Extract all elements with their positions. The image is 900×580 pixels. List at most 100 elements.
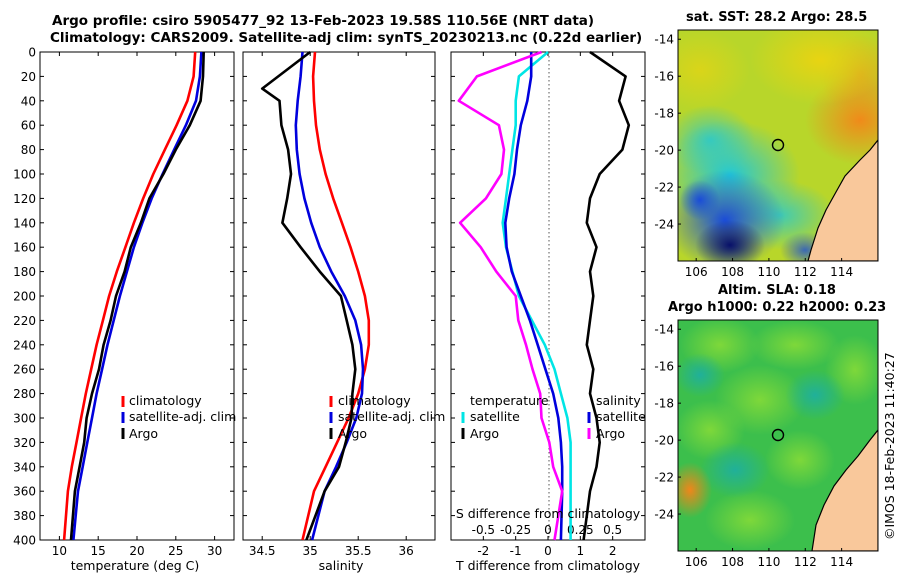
y-tick-label: 180 [13, 265, 36, 279]
series-line-temperature-argo [582, 50, 631, 541]
legend-title-salinity: salinity [596, 393, 641, 408]
x-tick-label: 25 [168, 544, 183, 558]
x-tick-label: 36 [399, 544, 414, 558]
x-tick-label: -1 [510, 544, 522, 558]
figure-title-line2: Climatology: CARS2009. Satellite-adj cli… [50, 30, 643, 46]
series-line-argo [260, 50, 357, 541]
s-difference-axis-label: S difference from climatology [456, 506, 641, 521]
x2-tick-label: 0.5 [603, 523, 622, 537]
temperature-legend: climatology satellite-adj. clim Argo [121, 393, 236, 441]
sla-map-title-line2: Argo h1000: 0.22 h2000: 0.23 [668, 300, 887, 315]
x-tick-label: 2 [609, 544, 617, 558]
temperature-lines [62, 51, 205, 541]
x2-tick-label: 0 [544, 523, 552, 537]
y-tick-label: 160 [13, 241, 36, 255]
difference-axes-box [450, 51, 646, 541]
map-x-tick-label: 112 [794, 265, 817, 279]
x-tick-label: 15 [91, 544, 106, 558]
salinity-x-ticks: 34.5 35 35.5 36 [249, 52, 414, 558]
series-line-satellite-adj-clim [72, 51, 203, 541]
legend-label-sal-argo: Argo [596, 426, 625, 441]
x-tick-label: 30 [207, 544, 222, 558]
map-x-tick-label: 108 [721, 555, 744, 569]
y-tick-label: 0 [28, 46, 36, 60]
legend-label-satellite: satellite-adj. clim [338, 409, 445, 424]
difference-lines [457, 50, 631, 541]
x-tick-label: 35 [303, 544, 318, 558]
sla-land-mass [811, 429, 878, 551]
y-tick-label: 380 [13, 509, 36, 523]
map-y-tick-label: -24 [654, 508, 674, 522]
x2-tick-label: -0.5 [472, 523, 495, 537]
y-tick-label: 220 [13, 314, 36, 328]
y-tick-label: 100 [13, 168, 36, 182]
salinity-y-ticks [243, 51, 435, 541]
y-tick-label: 340 [13, 460, 36, 474]
y-tick-label: 20 [21, 70, 36, 84]
x-tick-label: -2 [477, 544, 489, 558]
series-line-climatology [301, 51, 371, 541]
y-tick-label: 240 [13, 338, 36, 352]
x-tick-label: 20 [129, 544, 144, 558]
map-x-tick-label: 110 [757, 555, 780, 569]
sst-map-title: sat. SST: 28.2 Argo: 28.5 [686, 10, 868, 25]
legend-label-temp-satellite: satellite [470, 409, 520, 424]
series-line-climatology [62, 51, 197, 541]
map-y-tick-label: -14 [654, 33, 674, 47]
series-line-satellite-adj-clim [294, 51, 365, 541]
salinity-legend: climatology satellite-adj. clim Argo [329, 393, 445, 441]
x-tick-label: 0 [544, 544, 552, 558]
y-tick-label: 280 [13, 387, 36, 401]
legend-label-climatology: climatology [129, 393, 202, 408]
difference-x-ticks: -2 -1 0 1 2 -0.5 -0.25 0 0.25 0.5 [472, 52, 622, 558]
map-x-tick-label: 114 [830, 265, 853, 279]
series-line-salinity-satellite [503, 52, 564, 541]
map-y-tick-label: -20 [654, 144, 674, 158]
y-tick-label: 80 [21, 143, 36, 157]
sst-argo-position-marker [771, 138, 785, 152]
x-tick-label: 35.5 [345, 544, 372, 558]
difference-y-ticks [451, 51, 645, 541]
map-y-tick-label: -16 [654, 70, 674, 84]
y-tick-label: 200 [13, 290, 36, 304]
figure-title-line1: Argo profile: csiro 5905477_92 13-Feb-20… [52, 13, 595, 29]
difference-legend: temperature satellite Argo salinity sate… [461, 393, 646, 441]
legend-label-argo: Argo [129, 426, 158, 441]
temperature-x-label: temperature (deg C) [71, 558, 200, 573]
sst-map-frame [677, 29, 879, 262]
map-y-tick-label: -22 [654, 471, 674, 485]
x2-tick-label: 0.25 [567, 523, 594, 537]
y-tick-label: 40 [21, 94, 36, 108]
map-x-tick-label: 114 [830, 555, 853, 569]
salinity-panel: 34.5 35 35.5 36 climatology satellite-adj. … [242, 50, 445, 573]
sla-map-ticks: 106 108 110 112 114 -14 -16 -18 -20 -22 -24 [654, 323, 853, 569]
legend-label-climatology: climatology [338, 393, 411, 408]
x-tick-label: 34.5 [249, 544, 276, 558]
sst-land-mass [807, 139, 878, 261]
map-x-tick-label: 106 [685, 555, 708, 569]
difference-panel: -2 -1 0 1 2 -0.5 -0.25 0 0.25 0.5 temperature sat… [450, 50, 646, 573]
salinity-lines [260, 50, 371, 541]
map-y-tick-label: -18 [654, 107, 674, 121]
sst-map: 106 108 110 112 114 -14 -16 -18 -20 -22 -24 [654, 29, 879, 279]
legend-label-argo: Argo [338, 426, 367, 441]
map-y-tick-label: -14 [654, 323, 674, 337]
temperature-panel: 0 20 40 60 80 100 120 140 160 180 200 220 240 260 280 3… [13, 46, 236, 574]
temperature-x-ticks: 10 15 20 25 30 [52, 52, 222, 558]
map-y-tick-label: -20 [654, 434, 674, 448]
y-tick-label: 360 [13, 485, 36, 499]
series-line-argo [69, 51, 205, 541]
y-tick-label: 140 [13, 216, 36, 230]
temperature-axes-box [39, 51, 235, 541]
t-difference-axis-label: T difference from climatology [455, 558, 641, 573]
map-y-tick-label: -16 [654, 360, 674, 374]
map-x-tick-label: 106 [685, 265, 708, 279]
series-line-salinity-argo [457, 50, 564, 541]
sla-map-frame [677, 319, 879, 552]
legend-title-temperature: temperature [470, 393, 549, 408]
map-y-tick-label: -22 [654, 181, 674, 195]
map-x-tick-label: 108 [721, 265, 744, 279]
y-tick-label: 60 [21, 119, 36, 133]
map-x-tick-label: 112 [794, 555, 817, 569]
